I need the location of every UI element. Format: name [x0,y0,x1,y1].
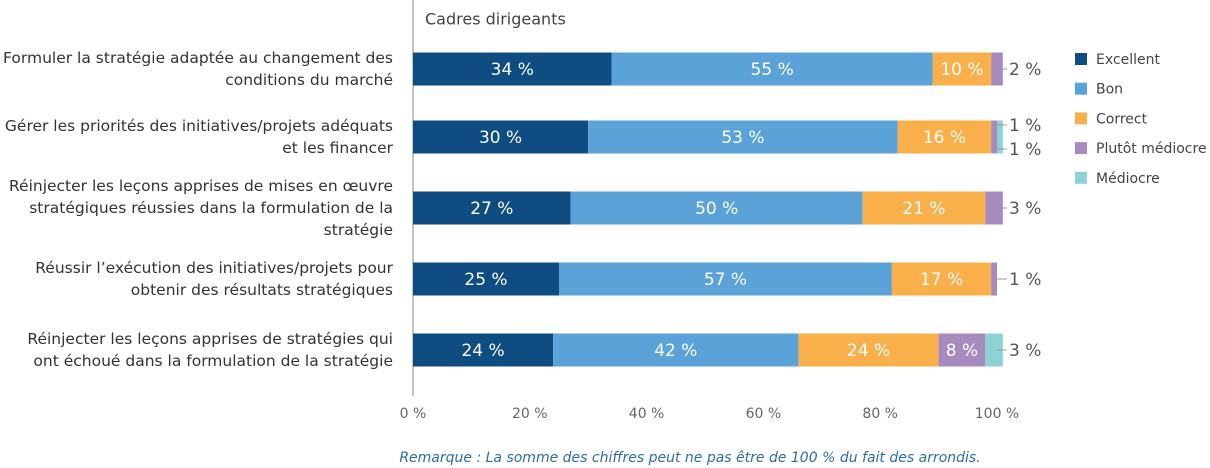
value-label: 55 % [751,60,794,80]
x-tick-label: 20 % [512,406,548,422]
bar-segment [897,120,992,154]
legend-swatch [1075,53,1087,65]
category-label: Gérer les priorités des initiatives/proj… [4,117,393,157]
chart-subtitle: Cadres dirigeants [425,10,566,29]
bar-segment [891,262,992,296]
legend-label: Bon [1096,82,1123,98]
category-label: Réussir l’exécution des initiatives/proj… [35,259,393,299]
value-label: 57 % [704,270,747,290]
value-label: 21 % [902,199,945,219]
value-label: 24 % [847,341,890,361]
bar-segment [997,120,1003,154]
value-label: 27 % [470,199,513,219]
value-label: 17 % [920,270,963,290]
bar-segment [985,333,1003,367]
legend-label: Plutôt médiocre [1096,141,1207,157]
value-label: 42 % [654,341,697,361]
legend-swatch [1075,112,1087,125]
chart-note: Remarque : La somme des chiffres peut ne… [399,450,980,466]
bar-segment [413,262,559,296]
value-label: 53 % [721,128,764,148]
bar-segment [413,120,589,154]
value-label: 10 % [940,60,983,80]
bar-segment [413,191,571,225]
x-tick-label: 80 % [862,406,898,422]
bar-segment [570,191,863,225]
value-label: 3 % [1009,341,1041,361]
bar-segment [862,191,986,225]
bar-segment [985,191,1003,225]
bar-segment [991,120,997,154]
bar-segment [938,333,986,367]
value-label: 25 % [464,270,507,290]
legend-label: Médiocre [1096,171,1160,187]
bar-segment [798,333,939,367]
bar-segment [413,52,612,86]
x-tick-label: 60 % [746,406,782,422]
value-label: 2 % [1009,60,1041,80]
bar-segment [413,333,554,367]
category-label: Réinjecter les leçons apprises de mises … [8,177,393,239]
value-label: 16 % [923,128,966,148]
value-label: 30 % [479,128,522,148]
x-tick-label: 100 % [975,406,1019,422]
value-label: 8 % [946,341,978,361]
bar-segment [611,52,933,86]
value-label: 34 % [491,60,534,80]
value-label: 1 % [1009,270,1041,290]
x-tick-label: 40 % [629,406,665,422]
legend-label: Correct [1096,111,1148,127]
value-label: 3 % [1009,199,1041,219]
legend-swatch [1075,142,1087,155]
bar-segment [991,262,997,296]
category-label: Formuler la stratégie adaptée au changem… [3,49,393,89]
bar-segment [553,333,799,367]
category-label: Réinjecter les leçons apprises de straté… [27,330,393,370]
value-label: 1 % [1009,140,1041,160]
legend-swatch [1075,171,1087,184]
value-label: 50 % [695,199,738,219]
x-tick-label: 0 % [400,406,427,422]
bar-segment [559,262,892,296]
bar-segment [588,120,898,154]
bar-segment [932,52,992,86]
value-label: 24 % [461,341,504,361]
legend-swatch [1075,82,1087,95]
value-label: 1 % [1009,116,1041,136]
legend-label: Excellent [1096,52,1160,68]
